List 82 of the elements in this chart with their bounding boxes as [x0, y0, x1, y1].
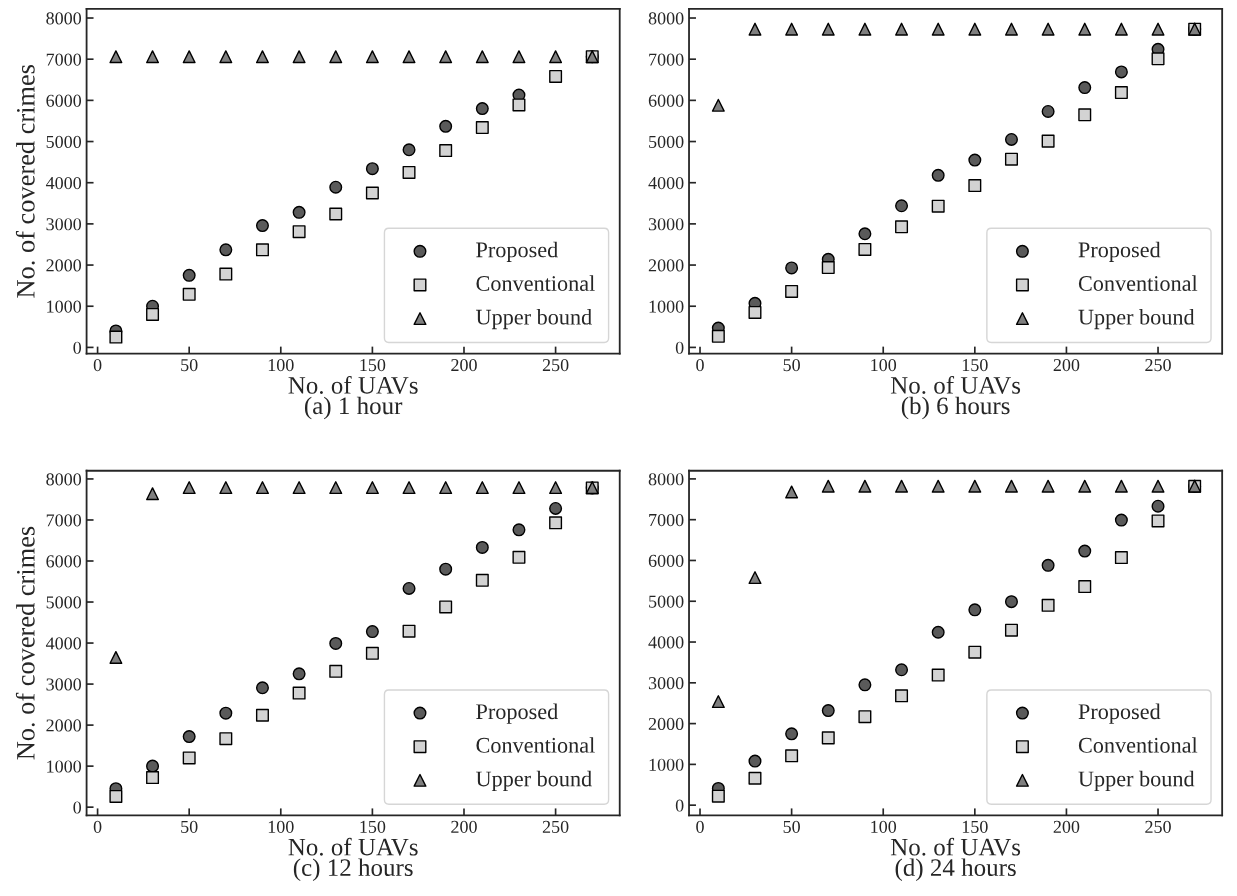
y-tick-label: 5000: [649, 135, 684, 148]
x-tick-label: 50: [181, 358, 198, 372]
legend-label: Upper bound: [1078, 308, 1195, 330]
legend-label: Upper bound: [476, 770, 592, 791]
y-tick-label: 4000: [45, 637, 82, 650]
x-tick-label: 0: [93, 820, 102, 833]
y-tick-label: 3000: [46, 678, 82, 691]
x-tick-label: 0: [696, 358, 704, 372]
y-tick-label: 7000: [46, 514, 82, 527]
x-tick-label: 50: [181, 820, 198, 833]
x-tick-label: 250: [542, 358, 569, 372]
legend-label: Proposed: [1078, 703, 1161, 724]
legend-label: Conventional: [476, 275, 595, 291]
legend-label: Proposed: [476, 703, 558, 724]
y-tick-label: 2000: [46, 719, 82, 732]
x-tick-label: 200: [451, 820, 477, 833]
text: (b) 6 hours: [901, 396, 1010, 420]
x-tick-label: 200: [1053, 358, 1080, 372]
x-tick-label: 150: [360, 358, 386, 372]
x-tick-label: 150: [962, 358, 988, 372]
x-tick-label: 100: [871, 358, 897, 372]
y-tick-label: 5000: [649, 595, 684, 608]
x-axis-title: No. of UAVs: [890, 375, 1021, 394]
legend-label: Conventional: [1078, 275, 1198, 291]
y-tick-label: 3000: [46, 218, 82, 231]
x-tick-label: 100: [871, 820, 897, 833]
y-tick-label: 8000: [648, 473, 684, 486]
x-tick-label: 250: [542, 820, 569, 833]
legend-label: Upper bound: [476, 308, 592, 330]
y-tick-label: 8000: [648, 12, 684, 25]
y-tick-label: 6000: [46, 94, 82, 107]
y-tick-label: 1000: [47, 300, 82, 313]
x-tick-label: 0: [93, 358, 102, 372]
legend-label: Proposed: [476, 241, 558, 262]
y-tick-label: 3000: [648, 218, 684, 231]
y-tick-label: 7000: [46, 53, 82, 66]
y-tick-label: 1000: [47, 760, 82, 773]
text: (d) 24 hours: [895, 858, 1016, 882]
x-tick-label: 50: [783, 358, 800, 372]
y-tick-label: 3000: [648, 677, 684, 690]
y-tick-label: 7000: [649, 513, 684, 527]
y-tick-label: 4000: [45, 176, 82, 190]
x-axis-title: No. of UAVs: [288, 837, 418, 856]
y-tick-label: 8000: [46, 473, 82, 486]
x-tick-label: 200: [1053, 820, 1080, 833]
y-axis-title: No. of covered crimes: [15, 64, 35, 298]
x-tick-label: 50: [783, 820, 800, 833]
text: (c) 12 hours: [293, 858, 413, 882]
x-axis-title: No. of UAVs: [288, 375, 418, 394]
y-tick-label: 2000: [648, 259, 684, 272]
y-axis-title: No. of covered crimes: [15, 526, 35, 760]
y-tick-label: 1000: [649, 758, 684, 771]
y-tick-label: 1000: [649, 300, 684, 313]
y-tick-label: 0: [675, 341, 684, 354]
x-axis-title: No. of UAVs: [890, 837, 1021, 856]
y-tick-label: 4000: [648, 636, 684, 649]
legend-label: Proposed: [1078, 241, 1161, 262]
y-tick-label: 2000: [46, 259, 82, 272]
legend-label: Conventional: [1078, 737, 1198, 753]
legend-label: Conventional: [476, 737, 595, 753]
y-tick-label: 4000: [648, 176, 684, 190]
x-tick-label: 150: [962, 820, 988, 833]
x-tick-label: 250: [1145, 358, 1171, 372]
x-tick-label: 100: [268, 820, 294, 833]
y-tick-label: 6000: [648, 94, 684, 107]
x-tick-label: 100: [268, 358, 294, 372]
y-tick-label: 0: [675, 799, 684, 812]
x-tick-label: 200: [451, 358, 477, 372]
x-tick-label: 0: [696, 820, 704, 833]
y-tick-label: 5000: [46, 135, 82, 148]
text: (a) 1 hour: [304, 396, 403, 420]
y-tick-label: 6000: [46, 555, 82, 568]
y-tick-label: 0: [73, 341, 82, 354]
y-tick-label: 2000: [648, 717, 684, 731]
y-tick-label: 8000: [46, 12, 82, 25]
y-tick-label: 6000: [648, 554, 684, 567]
legend-label: Upper bound: [1078, 770, 1195, 791]
y-tick-label: 7000: [649, 53, 684, 66]
x-tick-label: 150: [360, 820, 386, 833]
y-tick-label: 5000: [46, 596, 82, 609]
x-tick-label: 250: [1145, 820, 1171, 833]
y-tick-label: 0: [73, 801, 82, 814]
